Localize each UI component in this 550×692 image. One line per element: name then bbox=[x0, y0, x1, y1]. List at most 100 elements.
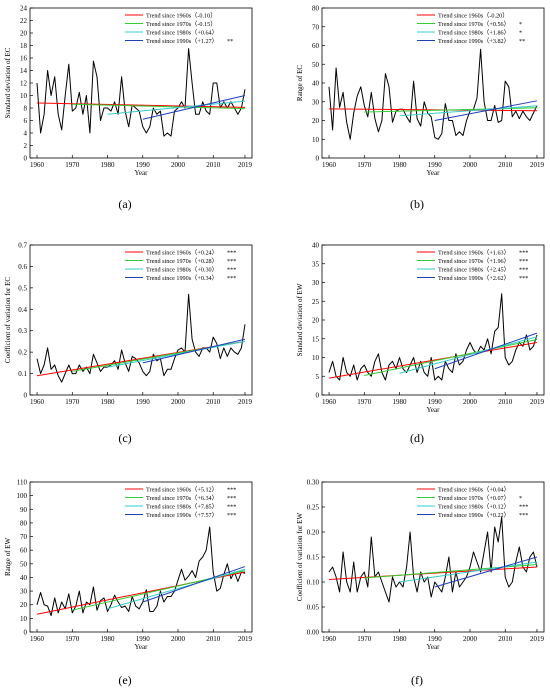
x-tick-label: 2010 bbox=[206, 635, 221, 643]
y-tick-label: 0.7 bbox=[18, 242, 27, 250]
legend-label: Trend since 1980s（+1.86） bbox=[438, 29, 510, 36]
legend: Trend since 1960s（+5.12） *** Trend since 1… bbox=[125, 486, 236, 519]
trend-line bbox=[142, 95, 246, 120]
y-tick-label: 16 bbox=[20, 55, 28, 63]
y-tick-label: 35 bbox=[312, 260, 320, 268]
x-tick-label: 1960 bbox=[322, 398, 337, 406]
trend-line bbox=[399, 336, 538, 374]
x-tick-label: 2010 bbox=[498, 161, 513, 169]
legend-label: Trend since 1970s（-0.15） bbox=[146, 21, 216, 28]
y-tick-label: 8 bbox=[24, 105, 28, 113]
data-series-line bbox=[328, 48, 538, 140]
x-tick-label: 1990 bbox=[136, 635, 151, 643]
y-tick-label: 14 bbox=[20, 67, 28, 75]
legend-label: Trend since 1980s（+0.30） bbox=[146, 266, 218, 273]
y-tick-label: 40 bbox=[20, 574, 28, 582]
panel-label: (a) bbox=[118, 197, 131, 211]
panel-label: (d) bbox=[410, 431, 424, 445]
legend-label: Trend since 1960s（+0.04） bbox=[438, 486, 510, 493]
y-tick-label: 10 bbox=[20, 92, 28, 100]
y-tick-label: 0.1 bbox=[18, 370, 27, 378]
y-axis-label: Range of EW bbox=[4, 538, 12, 576]
legend: Trend since 1960s（+0.24） *** Trend since 1… bbox=[125, 249, 236, 282]
x-tick-label: 1970 bbox=[65, 161, 80, 169]
chart-panel: 0 0.1 0.2 0.3 0.4 0.5 0.6 0.7 1960 1970 1980 1990 20… bbox=[4, 242, 252, 407]
x-tick-label: 2000 bbox=[463, 635, 478, 643]
legend-label: Trend since 1980s（+2.45） bbox=[438, 266, 510, 273]
trend-line bbox=[142, 338, 246, 364]
trend-line bbox=[72, 103, 245, 110]
x-tick-label: 1990 bbox=[428, 398, 443, 406]
y-tick-label: 0 bbox=[24, 155, 28, 163]
legend-label: Trend since 1990s（+2.62） bbox=[438, 275, 510, 282]
chart-panel: 0 5 10 15 20 25 30 35 40 1960 1970 1980 1990 2000 2010… bbox=[296, 242, 544, 415]
legend-label: Trend since 1980s（+0.12） bbox=[438, 503, 510, 510]
y-tick-label: 0 bbox=[24, 392, 28, 400]
y-axis-label: Standard deviation of EC bbox=[4, 47, 12, 118]
y-tick-label: 10 bbox=[312, 136, 320, 144]
x-tick-label: 1960 bbox=[30, 635, 45, 643]
y-tick-label: 10 bbox=[20, 615, 28, 623]
x-tick-label: 1980 bbox=[101, 161, 116, 169]
x-tick-label: 2000 bbox=[463, 398, 478, 406]
plot-frame bbox=[321, 7, 545, 159]
chart-panel: 0 10 20 30 40 50 60 70 80 1960 1970 1980 1990 2000 201… bbox=[296, 5, 544, 178]
x-tick-label: 2010 bbox=[498, 635, 513, 643]
panel-label: (f) bbox=[411, 673, 423, 687]
y-tick-label: 0.3 bbox=[18, 327, 27, 335]
y-tick-label: 25 bbox=[312, 298, 320, 306]
y-tick-label: 0.30 bbox=[307, 479, 320, 487]
trend-line bbox=[364, 107, 537, 113]
trend-line bbox=[399, 105, 537, 117]
panel-label: (e) bbox=[118, 673, 131, 687]
y-tick-label: 80 bbox=[312, 5, 320, 13]
y-tick-label: 0.05 bbox=[307, 604, 320, 612]
trend-line bbox=[142, 566, 246, 603]
y-tick-label: 50 bbox=[312, 61, 320, 69]
legend-significance: *** bbox=[519, 266, 528, 273]
y-tick-label: 50 bbox=[20, 560, 28, 568]
y-tick-label: 0 bbox=[24, 629, 28, 637]
legend-label: Trend since 1960s（-0.10） bbox=[146, 12, 216, 19]
legend-label: Trend since 1970s（+6.34） bbox=[146, 495, 218, 502]
x-tick-label: 2019 bbox=[238, 635, 253, 643]
trend-line bbox=[364, 564, 537, 579]
x-axis-label: Year bbox=[427, 169, 441, 177]
panel-label: (b) bbox=[410, 197, 424, 211]
data-series-line bbox=[328, 516, 538, 603]
legend-significance: *** bbox=[519, 512, 528, 519]
x-tick-label: 1980 bbox=[393, 635, 408, 643]
x-tick-label: 1980 bbox=[101, 398, 116, 406]
legend-significance: *** bbox=[519, 275, 528, 282]
y-tick-label: 0.25 bbox=[307, 504, 320, 512]
y-tick-label: 18 bbox=[20, 42, 28, 50]
legend-label: Trend since 1990s（+3.82） bbox=[438, 38, 510, 45]
y-tick-label: 10 bbox=[312, 354, 320, 362]
x-tick-label: 2010 bbox=[498, 398, 513, 406]
y-tick-label: 30 bbox=[20, 588, 28, 596]
y-tick-label: 22 bbox=[20, 17, 28, 25]
legend-significance: ** bbox=[227, 38, 233, 45]
x-tick-label: 1970 bbox=[357, 635, 372, 643]
trend-line bbox=[434, 556, 538, 588]
trend-line bbox=[434, 332, 538, 370]
y-tick-label: 20 bbox=[312, 117, 320, 125]
x-tick-label: 2000 bbox=[171, 161, 186, 169]
y-tick-label: 4 bbox=[24, 130, 28, 138]
legend-label: Trend since 1990s（+1.27） bbox=[146, 38, 218, 45]
legend-label: Trend since 1970s（+0.28） bbox=[146, 258, 218, 265]
chart-panel: 0.00 0.05 0.10 0.15 0.20 0.25 0.30 1960 1970 1980… bbox=[296, 479, 544, 652]
x-tick-label: 1980 bbox=[393, 398, 408, 406]
legend-significance: * bbox=[519, 495, 522, 502]
data-series-line bbox=[36, 293, 246, 383]
y-tick-label: 60 bbox=[20, 547, 28, 555]
y-tick-label: 0.15 bbox=[307, 554, 320, 562]
legend-significance: *** bbox=[227, 249, 236, 256]
legend-significance: *** bbox=[227, 495, 236, 502]
y-tick-label: 70 bbox=[312, 23, 320, 31]
x-tick-label: 2019 bbox=[530, 398, 545, 406]
legend-label: Trend since 1960s（+1.63） bbox=[438, 249, 510, 256]
trend-line bbox=[37, 102, 245, 108]
y-tick-label: 90 bbox=[20, 506, 28, 514]
